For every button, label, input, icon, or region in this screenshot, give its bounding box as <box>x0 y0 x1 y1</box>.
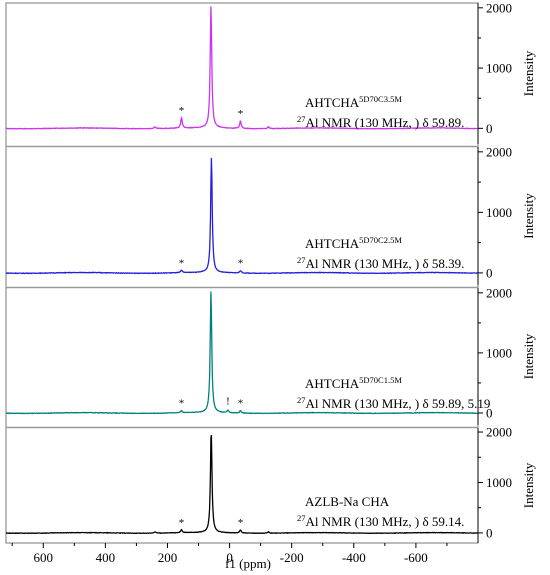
panel-3: 0 1000 2000 Intensity * *! AHTCHA5D70C1.5M 27Al… <box>5 285 536 425</box>
sideband-marker: * <box>238 108 244 120</box>
y-tick-label: 0 <box>486 525 493 540</box>
spectrum-line <box>5 6 478 130</box>
x-tick-label: 200 <box>158 550 178 565</box>
panel-2: 0 1000 2000 Intensity * * AHTCHA5D70C2.5M 27Al … <box>6 144 536 285</box>
sample-name: AHTCHA5D70C2.5M <box>305 235 402 251</box>
chemical-shifts: 59.14. <box>432 514 465 529</box>
x-tick-label: -200 <box>280 550 304 565</box>
x-tick-label: 600 <box>34 550 54 565</box>
x-tick-label: -400 <box>342 550 366 565</box>
panel-4: 0 1000 2000 Intensity * * AZLB-Na CHA 27Al NMR … <box>5 425 536 543</box>
sample-superscript: 5D70C2.5M <box>359 235 402 245</box>
isotope-superscript: 27 <box>297 114 306 124</box>
sideband-marker: * <box>179 105 185 117</box>
isotope-superscript: 27 <box>297 395 306 405</box>
sideband-marker: * <box>179 257 185 269</box>
chemical-shifts: 59.89, 5.19 <box>432 396 491 411</box>
peak-marker: ! <box>226 395 230 407</box>
sample-name: AZLB-Na CHA <box>305 494 390 509</box>
sample-name-text: AHTCHA <box>305 376 360 391</box>
sample-superscript: 5D70C3.5M <box>359 94 402 104</box>
y-tick-label: 2000 <box>486 425 512 440</box>
nmr-annotation: 27Al NMR (130 MHz, ) δ 59.89, 5.19 <box>297 395 490 411</box>
spectrum-line <box>5 434 478 535</box>
y-tick-label: 1000 <box>486 345 512 360</box>
nmr-annotation: 27Al NMR (130 MHz, ) δ 58.39. <box>297 255 464 271</box>
nmr-annotation: 27Al NMR (130 MHz, ) δ 59.14. <box>297 513 464 529</box>
y-tick-label: 0 <box>486 405 493 420</box>
spectrum-line <box>5 291 479 415</box>
x-axis-label: f1 (ppm) <box>225 556 271 571</box>
y-axis-label: Intensity <box>521 333 536 379</box>
isotope-superscript: 27 <box>297 255 306 265</box>
y-tick-label: 1000 <box>486 61 512 76</box>
sideband-marker: * <box>238 257 244 269</box>
annotation-prefix: Al NMR (130 MHz, ) δ <box>306 514 429 529</box>
sideband-marker: * <box>179 517 185 529</box>
sideband-marker: * <box>238 517 244 529</box>
y-tick-label: 2000 <box>486 144 512 159</box>
y-tick-label: 0 <box>486 265 493 280</box>
sideband-marker: * <box>179 398 185 410</box>
panel-1: 0 1000 2000 Intensity * * AHTCHA5D70C3.5M 27Al … <box>5 0 536 144</box>
nmr-annotation: 27Al NMR (130 MHz, ) δ 59.89. <box>297 114 464 130</box>
y-tick-label: 1000 <box>486 475 512 490</box>
sample-name: AHTCHA5D70C3.5M <box>305 94 402 110</box>
sideband-marker: * <box>238 398 244 410</box>
y-tick-label: 2000 <box>486 0 512 15</box>
spectrum-line <box>6 157 478 275</box>
x-tick-label: 0 <box>226 550 233 565</box>
annotation-prefix: Al NMR (130 MHz, ) δ <box>306 396 429 411</box>
y-axis-label: Intensity <box>521 193 536 239</box>
y-tick-label: 0 <box>486 121 493 136</box>
chemical-shifts: 59.89. <box>432 115 465 130</box>
sample-name: AHTCHA5D70C1.5M <box>305 375 402 391</box>
sample-superscript: 5D70C1.5M <box>359 375 402 385</box>
x-axis: 600 400 200 0 -200 -400 -600 <box>11 543 448 565</box>
sample-name-text: AZLB-Na CHA <box>305 494 390 509</box>
sample-name-text: AHTCHA <box>305 95 360 110</box>
chemical-shifts: 58.39. <box>432 256 465 271</box>
x-tick-label: 400 <box>96 550 116 565</box>
y-axis-label: Intensity <box>521 462 536 508</box>
annotation-prefix: Al NMR (130 MHz, ) δ <box>306 115 429 130</box>
y-axis-label: Intensity <box>521 50 536 96</box>
y-tick-label: 1000 <box>486 205 512 220</box>
annotation-prefix: Al NMR (130 MHz, ) δ <box>306 256 429 271</box>
sample-name-text: AHTCHA <box>305 236 360 251</box>
y-tick-label: 2000 <box>486 285 512 300</box>
x-tick-label: -600 <box>404 550 428 565</box>
isotope-superscript: 27 <box>297 513 306 523</box>
